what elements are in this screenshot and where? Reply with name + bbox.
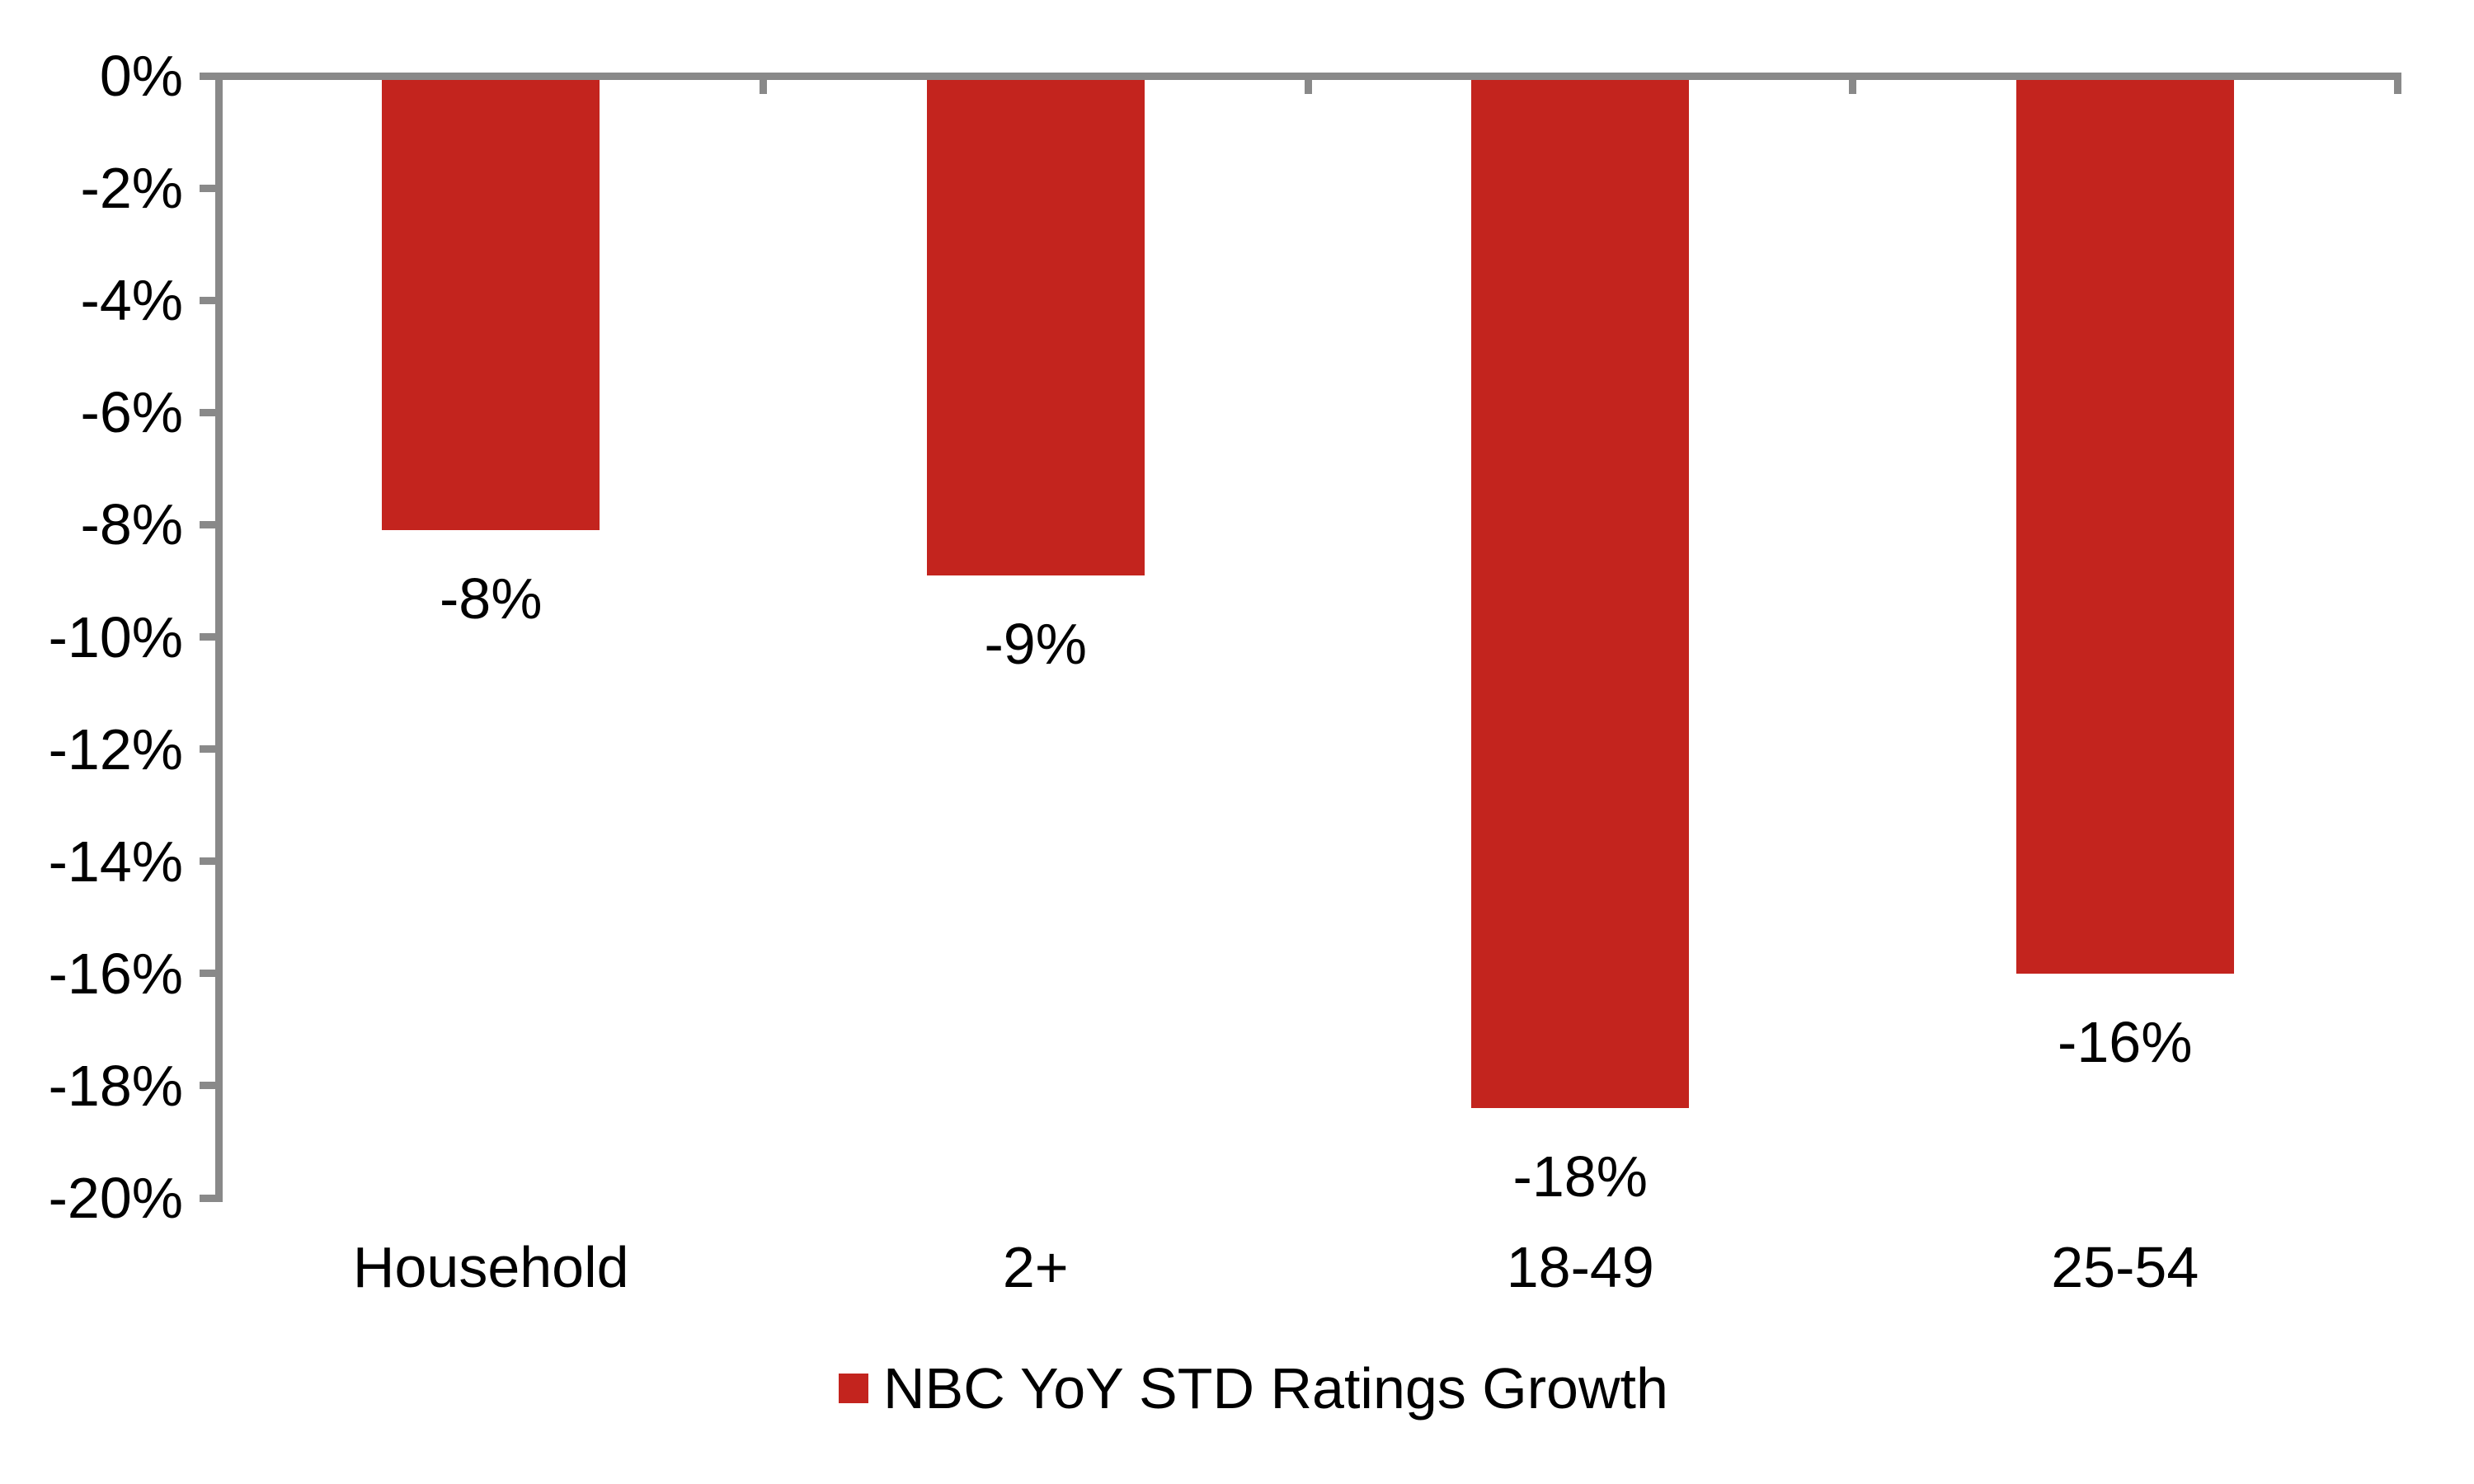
y-axis-tick-label: -20% (48, 1166, 183, 1230)
bar-household (382, 76, 600, 531)
y-axis-tick (199, 857, 223, 866)
category-label: 18-49 (1506, 1235, 1654, 1299)
y-axis-tick (199, 520, 223, 528)
y-axis-tick (199, 745, 223, 754)
category-label: 25-54 (2051, 1235, 2199, 1299)
y-axis-tick-label: -4% (80, 268, 183, 333)
y-axis-tick-label: -10% (48, 604, 183, 669)
x-axis-tick (1304, 76, 1312, 94)
y-axis-tick (199, 1082, 223, 1090)
category-label: 2+ (1002, 1235, 1069, 1299)
y-axis-tick-label: -14% (48, 829, 183, 894)
y-axis-tick (199, 1194, 223, 1202)
x-axis-tick (760, 76, 767, 94)
bar-value-label: -18% (1512, 1144, 1648, 1209)
bar-18-49 (1471, 76, 1690, 1109)
y-axis-line (214, 72, 223, 1202)
bar-value-label: -16% (2058, 1009, 2193, 1074)
x-axis-tick (2393, 76, 2401, 94)
y-axis-tick (199, 970, 223, 978)
y-axis-tick (199, 633, 223, 641)
y-axis-tick-label: -8% (80, 492, 183, 557)
y-axis-tick (199, 296, 223, 304)
category-label: Household (352, 1235, 629, 1299)
y-axis-tick-label: 0% (99, 44, 183, 108)
bar-value-label: -9% (984, 611, 1087, 676)
y-axis-tick-label: -6% (80, 380, 183, 445)
zero-axis-line (199, 72, 2401, 80)
x-axis-tick (1849, 76, 1856, 94)
legend-label: NBC YoY STD Ratings Growth (883, 1356, 1668, 1421)
legend: NBC YoY STD Ratings Growth (839, 1355, 1668, 1422)
y-axis-tick-label: -18% (48, 1053, 183, 1118)
y-axis-tick (199, 408, 223, 416)
bar-2- (926, 76, 1145, 575)
y-axis-tick-label: -2% (80, 156, 183, 221)
bar-25-54 (2015, 76, 2234, 974)
legend-marker-swatch (839, 1374, 868, 1403)
y-axis-tick-label: -16% (48, 941, 183, 1006)
y-axis-tick-label: -12% (48, 716, 183, 782)
y-axis-tick (199, 184, 223, 192)
bar-value-label: -8% (440, 566, 543, 632)
